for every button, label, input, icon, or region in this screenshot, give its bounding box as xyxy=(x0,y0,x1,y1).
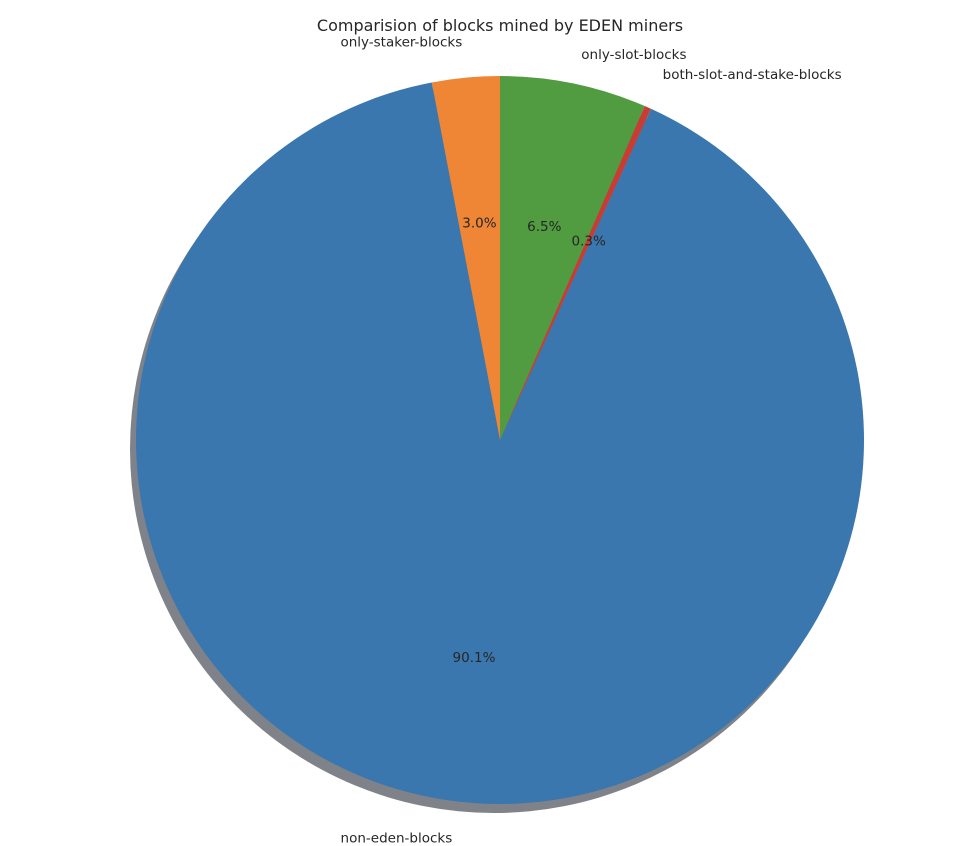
pie-category-label: non-eden-blocks xyxy=(341,831,453,846)
pie-labels: 3.0% only-staker-blocks 90.1% non-eden-bloc… xyxy=(340,34,841,846)
pie-pct-label: 6.5% xyxy=(527,219,561,235)
pie-category-label: both-slot-and-stake-blocks xyxy=(663,67,842,83)
pie-pct-label: 0.3% xyxy=(572,233,606,249)
pie-slices xyxy=(135,76,864,804)
pie-category-label: only-slot-blocks xyxy=(581,47,686,63)
pie-category-label: only-staker-blocks xyxy=(340,34,462,50)
pie-slice-only-staker-blocks xyxy=(431,76,500,440)
pie-slice-non-eden-blocks xyxy=(135,82,864,804)
pie-pct-label: 90.1% xyxy=(453,650,496,666)
pie-pct-label: 3.0% xyxy=(462,216,496,232)
chart-title: Comparision of blocks mined by EDEN mine… xyxy=(317,16,683,35)
pie-slice-both-slot-and-stake-blocks xyxy=(500,105,651,440)
pie-slice-only-slot-blocks xyxy=(500,76,645,440)
